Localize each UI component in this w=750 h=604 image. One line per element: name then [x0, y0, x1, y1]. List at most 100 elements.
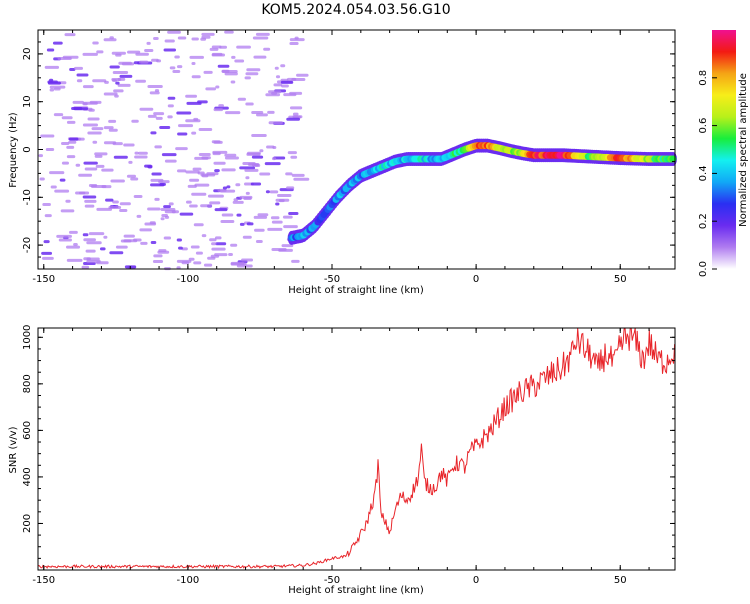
spectrogram-noise-cell — [83, 257, 91, 261]
spectrogram-noise-cell — [282, 215, 293, 219]
spectrogram-noise-cell — [174, 55, 180, 59]
spectrogram-noise-cell — [153, 37, 159, 41]
spectrogram-noise-cell — [252, 36, 269, 40]
spectrogram-noise-cell — [200, 37, 207, 41]
spectrogram-noise-cell — [214, 236, 222, 240]
spectrogram-noise-cell — [209, 201, 221, 205]
spectrogram-noise-cell — [65, 199, 71, 203]
spectrogram-noise-cell — [251, 155, 264, 159]
spectrogram-noise-cell — [235, 183, 241, 187]
spectrogram-noise-cell — [99, 247, 106, 251]
spectrogram-noise-cell — [73, 243, 78, 247]
spectrogram-noise-cell — [256, 113, 268, 117]
spectrogram-noise-cell — [172, 70, 181, 74]
spectrogram-noise-cell — [109, 251, 124, 255]
spectrogram-noise-cell — [255, 32, 270, 36]
spectrogram-noise-cell — [281, 244, 294, 248]
spectrogram-noise-cell — [194, 183, 210, 187]
spectrogram-noise-cell — [61, 161, 69, 165]
spectrogram-noise-cell — [117, 83, 131, 87]
spectrogram-noise-cell — [178, 124, 194, 128]
spectrogram-noise-cell — [139, 228, 152, 232]
snr-frame — [37, 327, 676, 571]
spectrogram-noise-cell — [245, 176, 250, 180]
spectrogram-noise-cell — [269, 190, 279, 194]
spectrogram-noise-cell — [177, 132, 188, 136]
spectrogram-noise-cell — [163, 205, 171, 209]
spectrogram-x-tick-label: 0 — [473, 274, 479, 285]
spectrogram-noise-cell — [85, 249, 96, 253]
spectrogram-noise-cell — [214, 169, 220, 173]
spectrogram-noise-cell — [128, 160, 133, 164]
spectrogram-noise-cell — [167, 30, 181, 34]
spectrogram-noise-cell — [164, 159, 177, 163]
colorbar-label: Normalized spectral amplitude — [738, 73, 749, 227]
spectrogram-noise-cell — [234, 59, 245, 63]
spectrogram-noise-cell — [231, 55, 236, 59]
spectrogram-noise-cell — [201, 174, 209, 178]
spectrogram-noise-cell — [274, 66, 279, 70]
spectrogram-noise-cell — [66, 155, 76, 159]
spectrogram-noise-cell — [205, 87, 217, 91]
colorbar-tick-label: 0.6 — [698, 118, 709, 134]
spectrogram-noise-cell — [105, 198, 114, 202]
spectrogram-noise-cell — [84, 167, 98, 171]
spectrogram-noise-cell — [268, 90, 282, 94]
spectrogram-noise-cell — [87, 117, 100, 121]
spectrogram-noise-cell — [181, 261, 190, 265]
spectrogram-noise-cell — [253, 215, 268, 219]
spectrogram-noise-cell — [293, 177, 310, 181]
spectrogram-noise-cell — [203, 70, 213, 74]
spectrogram-noise-cell — [49, 85, 66, 89]
spectrogram-noise-cell — [41, 251, 53, 255]
spectrogram-noise-cell — [42, 203, 51, 207]
spectrogram-noise-cell — [244, 168, 259, 172]
spectrogram-noise-cell — [189, 55, 204, 59]
spectrogram-noise-cell — [288, 212, 299, 216]
colorbar-ticks: 0.0 0.2 0.4 0.6 0.8 — [698, 70, 717, 277]
spectrogram-noise-cell — [175, 147, 188, 151]
spectrogram-noise-cell — [73, 107, 89, 111]
colorbar-tick-label: 0.0 — [698, 261, 709, 277]
spectrogram-noise-cell — [213, 108, 224, 112]
spectrogram-noise-cell — [42, 256, 54, 260]
spectrogram-noise-cell — [251, 110, 264, 114]
spectrogram-noise-cell — [211, 242, 217, 246]
spectrogram-noise-cell — [211, 52, 223, 56]
spectrogram-noise-cell — [103, 235, 108, 239]
spectrogram-noise-cell — [53, 87, 61, 91]
spectrogram-noise-cell — [96, 50, 104, 54]
spectrogram-noise-cell — [246, 151, 261, 155]
spectrogram-noise-cell — [50, 185, 57, 189]
spectrogram-noise-cell — [280, 64, 286, 68]
spectrogram-noise-cell — [140, 241, 148, 245]
spectrogram-noise-cell — [225, 111, 241, 115]
spectrogram-noise-cell — [201, 234, 207, 238]
spectrogram-noise-cell — [95, 164, 105, 168]
spectrogram-noise-cell — [149, 221, 156, 225]
spectrogram-noise-cell — [259, 149, 264, 153]
spectrogram-noise-cell — [83, 161, 98, 165]
spectrogram-noise-cell — [221, 70, 238, 74]
spectrogram-noise-cell — [108, 119, 117, 123]
spectrogram-noise-cell — [92, 79, 107, 83]
spectrogram-noise-cell — [56, 234, 72, 238]
spectrogram-noise-cell — [275, 202, 280, 206]
spectrogram-noise-cell — [176, 266, 181, 270]
spectrogram-noise-cell — [213, 161, 226, 165]
spectrogram-noise-cell — [164, 215, 170, 219]
spectrogram-noise-cell — [112, 70, 129, 74]
colorbar: 0.0 0.2 0.4 0.6 0.8 Normalized spectral ampl… — [698, 30, 749, 277]
snr-x-tick-label: 0 — [473, 575, 479, 586]
spectrogram-noise-cell — [75, 163, 81, 167]
spectrogram-noise-cell — [218, 104, 224, 108]
snr-plot-area — [38, 328, 675, 570]
spectrogram-noise-cell — [61, 142, 70, 146]
spectrogram-noise-cell — [119, 202, 131, 206]
spectrogram-noise-cell — [285, 172, 293, 176]
spectrogram-noise-cell — [271, 220, 283, 224]
spectrogram-noise-cell — [198, 127, 213, 131]
spectrogram-noise-cell — [94, 152, 108, 156]
spectrogram-noise-cell — [267, 227, 283, 231]
